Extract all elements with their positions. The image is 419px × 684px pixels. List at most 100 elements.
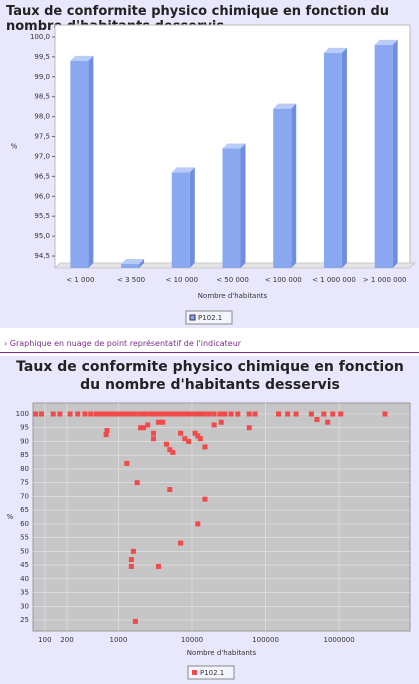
point — [211, 422, 217, 428]
bar-side — [189, 167, 195, 268]
chart-title: Taux de conformite physico chimique en f… — [16, 359, 404, 393]
point — [228, 411, 234, 417]
y-tick-label: 98,5 — [34, 93, 50, 101]
legend-swatch — [192, 670, 197, 675]
point — [187, 411, 193, 417]
y-tick-label: 35 — [20, 589, 29, 597]
point — [151, 436, 157, 442]
point — [382, 411, 388, 417]
bar-top — [222, 143, 246, 149]
point — [182, 436, 188, 442]
bar-top — [273, 103, 297, 109]
point — [170, 411, 176, 417]
point — [174, 411, 180, 417]
bar — [374, 44, 393, 269]
point — [124, 411, 130, 417]
point — [130, 548, 136, 554]
point — [142, 411, 148, 417]
point — [115, 411, 121, 417]
x-tick-label: 200 — [60, 636, 73, 644]
x-tick-label: 100000 — [252, 636, 279, 644]
y-tick-label: 75 — [20, 479, 29, 487]
bar-side — [392, 39, 398, 269]
y-tick-label: 95,5 — [34, 212, 50, 220]
plot-area — [32, 402, 411, 632]
y-tick-label: 70 — [20, 492, 29, 500]
point — [57, 411, 63, 417]
point — [195, 433, 201, 439]
bar-top — [374, 39, 398, 45]
x-tick-label: > 1 000 000 — [363, 276, 407, 284]
x-axis-label: Nombre d'habitants — [187, 649, 257, 657]
x-tick-label: 100 — [38, 636, 51, 644]
y-tick-label: 60 — [20, 520, 29, 528]
bar-top — [171, 167, 195, 173]
point — [128, 563, 134, 569]
point — [97, 411, 103, 417]
y-tick-label: 97,0 — [34, 152, 50, 160]
bar — [121, 264, 140, 268]
bar — [70, 60, 89, 268]
x-tick-label: 1000 — [110, 636, 128, 644]
y-tick-label: 94,5 — [34, 252, 50, 260]
point — [108, 411, 114, 417]
point — [120, 411, 126, 417]
point — [195, 521, 201, 527]
link[interactable]: › Graphique en nuage de point représenta… — [4, 339, 242, 348]
point — [201, 411, 207, 417]
point — [321, 411, 327, 417]
y-tick-label: 96,0 — [34, 192, 50, 200]
bar — [273, 108, 292, 269]
point — [100, 411, 106, 417]
point — [192, 430, 198, 436]
point — [67, 411, 73, 417]
y-axis-label: % — [7, 513, 14, 521]
point — [246, 411, 252, 417]
chart-panel: Taux de conformite physico chimique en f… — [0, 0, 419, 328]
point — [183, 411, 189, 417]
point — [160, 419, 166, 425]
x-tick-label: < 1 000 000 — [312, 276, 356, 284]
point — [128, 557, 134, 563]
point — [132, 411, 138, 417]
y-tick-label: 97,5 — [34, 133, 50, 141]
point — [211, 411, 217, 417]
bar-top — [323, 47, 347, 53]
point — [206, 411, 212, 417]
point — [138, 425, 144, 431]
point — [235, 411, 241, 417]
point — [88, 411, 94, 417]
bar-side — [341, 47, 347, 268]
point — [147, 411, 153, 417]
point — [293, 411, 299, 417]
point — [75, 411, 81, 417]
y-tick-label: 96,5 — [34, 172, 50, 180]
point — [202, 444, 208, 450]
x-tick-label: < 50 000 — [216, 276, 249, 284]
x-tick-label: 1000000 — [324, 636, 355, 644]
point — [152, 411, 158, 417]
y-tick-label: 45 — [20, 561, 29, 569]
point — [285, 411, 291, 417]
y-tick-label: 30 — [20, 602, 29, 610]
point — [104, 427, 110, 433]
point — [124, 460, 130, 466]
point — [186, 438, 192, 444]
point — [170, 449, 176, 455]
y-tick-label: 80 — [20, 465, 29, 473]
link-text[interactable]: Graphique en nuage de point représentati… — [9, 339, 242, 348]
point — [141, 425, 147, 431]
point — [275, 411, 281, 417]
point — [156, 411, 162, 417]
point — [163, 441, 169, 447]
chart: 94,5 95,0 95,5 96,0 96,5 97,0 97,5 98,0 98,5 99,0… — [11, 24, 417, 325]
x-tick-label: 10000 — [181, 636, 203, 644]
bar-top — [70, 55, 94, 61]
point — [138, 411, 144, 417]
y-tick-label: 98,0 — [34, 113, 50, 121]
bar — [323, 52, 342, 268]
y-tick-label: 50 — [20, 547, 29, 555]
y-tick-label: 25 — [20, 616, 29, 624]
y-tick-label: 90 — [20, 437, 29, 445]
legend-label: P102.1 — [200, 669, 224, 677]
